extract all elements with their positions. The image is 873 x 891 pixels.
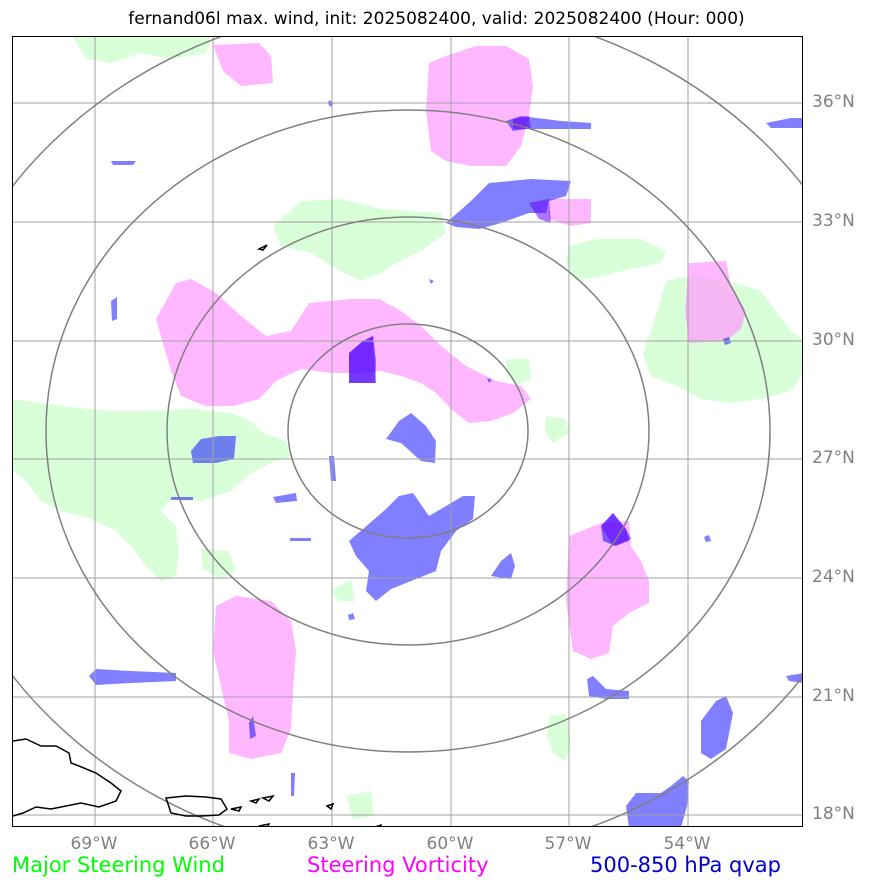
map-area[interactable] [12, 36, 803, 827]
lon-label-60w: 60°W [426, 834, 474, 854]
overlap-region [349, 336, 376, 383]
vorticity-region [156, 279, 531, 423]
hispaniola-coast [13, 738, 122, 817]
range-ring-3 [45, 109, 771, 753]
vorticity-region [685, 261, 746, 343]
qvap-region [349, 493, 475, 601]
vorticity-region [213, 43, 273, 86]
qvap-region [111, 161, 136, 165]
overlap-regions [349, 116, 629, 546]
qvap-region [626, 776, 689, 826]
steering-vorticity-regions [156, 43, 746, 759]
wind-region [566, 239, 666, 281]
wind-region [545, 416, 569, 443]
wind-region [506, 359, 531, 386]
overlap-region [529, 199, 551, 223]
legend-steering-vorticity: Steering Vorticity [307, 853, 489, 877]
qvap-region [587, 676, 629, 699]
qvap-region [491, 553, 515, 579]
wind-region [73, 37, 211, 63]
qvap-region [701, 696, 733, 759]
lon-label-57w: 57°W [544, 834, 592, 854]
legend-steering-wind: Major Steering Wind [12, 853, 225, 877]
qvap-region [111, 297, 117, 321]
qvap-region [348, 613, 355, 620]
lat-label-18n: 18°N [812, 804, 855, 824]
lat-label-24n: 24°N [812, 567, 855, 587]
island-coast [375, 823, 382, 826]
island-coast [248, 797, 261, 804]
lat-label-36n: 36°N [812, 92, 855, 112]
map-title: fernand06l max. wind, init: 2025082400, … [128, 9, 745, 29]
island-coast [260, 794, 275, 802]
lat-label-21n: 21°N [812, 686, 855, 706]
graticule [13, 37, 802, 826]
range-rings [13, 37, 802, 826]
qvap-region [704, 535, 711, 542]
lon-label-69w: 69°W [70, 834, 118, 854]
lon-label-63w: 63°W [307, 834, 355, 854]
island-coast [256, 244, 268, 251]
overlap-region [601, 513, 629, 546]
coastlines [13, 244, 382, 826]
wind-region [346, 791, 374, 819]
map-svg [13, 37, 802, 826]
lon-label-66w: 66°W [188, 834, 236, 854]
legend-qvap: 500-850 hPa qvap [590, 853, 781, 877]
qvap-region [429, 279, 434, 284]
wind-region [13, 399, 291, 581]
vorticity-region [426, 46, 533, 166]
wind-region [331, 579, 355, 601]
qvap-region [89, 669, 176, 685]
range-ring-2 [166, 216, 650, 646]
qvap-region [786, 673, 802, 683]
island-coast [258, 822, 271, 826]
lat-label-33n: 33°N [812, 211, 855, 231]
qvap-region [487, 378, 492, 383]
qvap-region [291, 773, 295, 796]
lat-label-27n: 27°N [812, 448, 855, 468]
puerto-rico-coast [164, 795, 228, 817]
vorticity-region [213, 596, 296, 759]
qvap-region [249, 716, 256, 739]
qvap-region [290, 538, 311, 541]
qvap-region [446, 179, 571, 229]
wind-region [547, 713, 571, 761]
island-coast [325, 802, 335, 811]
qvap-region [273, 493, 297, 503]
wind-region [273, 199, 446, 281]
qvap-region [766, 118, 802, 128]
qvap-region [386, 413, 436, 463]
vorticity-region [566, 521, 649, 659]
vorticity-region [549, 199, 591, 226]
lon-label-54w: 54°W [663, 834, 711, 854]
qvap-region [171, 497, 193, 500]
island-coast [230, 805, 243, 812]
range-ring-1 [287, 323, 529, 539]
lat-label-30n: 30°N [812, 330, 855, 350]
